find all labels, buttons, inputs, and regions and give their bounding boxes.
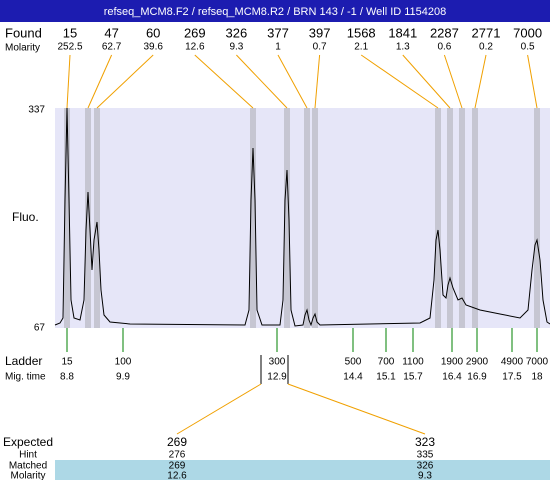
- mig-time: 17.5: [502, 372, 522, 383]
- peak-connector: [87, 54, 113, 109]
- mig-time: 15.7: [403, 372, 423, 383]
- molarity-value: 9.3: [229, 42, 243, 53]
- ladder-size: 2900: [466, 357, 489, 368]
- ladder-size: 4900: [501, 357, 524, 368]
- peak-band: [312, 108, 318, 328]
- found-value: 1841: [388, 25, 417, 40]
- row-value: 12.6: [167, 471, 187, 480]
- row-label: Expected: [3, 435, 53, 449]
- expected-connector: [287, 383, 426, 435]
- ladder-size: 700: [378, 357, 395, 368]
- found-value: 15: [63, 25, 77, 40]
- y-label: Fluo.: [12, 210, 39, 224]
- mig-time: 8.8: [60, 372, 74, 383]
- row-value: 335: [417, 450, 434, 461]
- ladder-size: 15: [61, 357, 73, 368]
- ladder-size: 7000: [526, 357, 549, 368]
- mig-time: 12.9: [267, 372, 287, 383]
- molarity-value: 39.6: [143, 42, 163, 53]
- molarity-value: 1: [275, 42, 281, 53]
- found-label: Found: [5, 25, 42, 40]
- peak-connector: [194, 54, 254, 109]
- found-value: 2771: [472, 25, 501, 40]
- molarity-value: 2.1: [354, 42, 368, 53]
- ladder-size: 100: [115, 357, 132, 368]
- peak-band: [304, 108, 310, 328]
- row-value: 326: [417, 461, 434, 472]
- peak-connector: [360, 54, 439, 109]
- peak-connector: [236, 54, 288, 109]
- row-value: 9.3: [418, 471, 432, 480]
- peak-connector: [443, 54, 463, 109]
- mig-time: 16.9: [467, 372, 487, 383]
- peak-band: [472, 108, 478, 328]
- found-value: 326: [226, 25, 248, 40]
- peak-connector: [277, 54, 308, 109]
- molarity-value: 0.7: [313, 42, 327, 53]
- found-value: 2287: [430, 25, 459, 40]
- peak-connector: [66, 54, 71, 109]
- mig-time: 9.9: [116, 372, 130, 383]
- mig-time: 16.4: [442, 372, 462, 383]
- peak-connector: [96, 54, 154, 109]
- molarity-value: 252.5: [57, 42, 82, 53]
- ladder-size: 1100: [402, 357, 424, 368]
- peak-band: [94, 108, 100, 328]
- row-value: 269: [169, 461, 186, 472]
- found-value: 7000: [513, 25, 542, 40]
- row-label: Hint: [19, 450, 37, 461]
- mig-time-label: Mig. time: [5, 372, 46, 383]
- ladder-size: 500: [345, 357, 362, 368]
- peak-band: [85, 108, 91, 328]
- found-value: 269: [184, 25, 206, 40]
- plot-area: [55, 108, 550, 328]
- ladder-size: 1900: [441, 357, 464, 368]
- peak-connector: [474, 54, 487, 109]
- peak-connector: [527, 54, 538, 109]
- molarity-value: 0.5: [521, 42, 535, 53]
- mig-time: 14.4: [343, 372, 363, 383]
- title-bar: [0, 0, 550, 22]
- y-min: 67: [34, 323, 46, 334]
- row-value: 323: [415, 435, 435, 449]
- expected-connector: [176, 383, 262, 435]
- found-value: 60: [146, 25, 160, 40]
- row-value: 276: [169, 450, 186, 461]
- molarity-value: 12.6: [185, 42, 205, 53]
- molarity-value: 0.2: [479, 42, 493, 53]
- row-value: 269: [167, 435, 187, 449]
- y-max: 337: [28, 105, 45, 116]
- matched-band: [55, 460, 550, 480]
- peak-connector: [314, 54, 321, 109]
- found-value: 377: [267, 25, 289, 40]
- peak-band: [435, 108, 441, 328]
- molarity-value: 62.7: [102, 42, 122, 53]
- row-label: Molarity: [10, 471, 45, 480]
- molarity-label: Molarity: [5, 43, 40, 54]
- peak-band: [534, 108, 540, 328]
- row-label: Matched: [9, 461, 47, 472]
- molarity-value: 0.6: [437, 42, 451, 53]
- peak-band: [64, 108, 70, 328]
- peak-band: [284, 108, 290, 328]
- ladder-size: 300: [269, 357, 286, 368]
- title: refseq_MCM8.F2 / refseq_MCM8.R2 / BRN 14…: [104, 6, 447, 18]
- peak-band: [447, 108, 453, 328]
- mig-time: 15.1: [376, 372, 396, 383]
- found-value: 47: [104, 25, 118, 40]
- peak-band: [459, 108, 465, 328]
- trace: [54, 107, 550, 327]
- mig-time: 18: [531, 372, 543, 383]
- molarity-value: 1.3: [396, 42, 410, 53]
- found-value: 1568: [347, 25, 376, 40]
- peak-band: [250, 108, 256, 328]
- ladder-label: Ladder: [5, 354, 42, 368]
- found-value: 397: [309, 25, 331, 40]
- peak-connector: [402, 54, 451, 109]
